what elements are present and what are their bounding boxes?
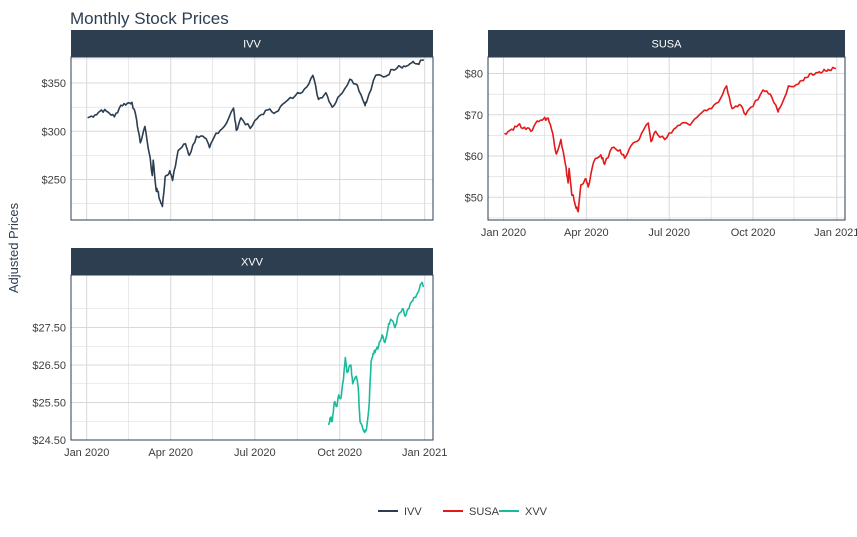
x-tick-label: Apr 2020 (148, 447, 193, 459)
y-tick-label: $25.50 (32, 398, 66, 410)
y-tick-label: $26.50 (32, 360, 66, 372)
series-line-ivv (87, 59, 424, 208)
y-tick-label: $70 (465, 110, 483, 122)
panel-susa: $50 $60 $70 $80 Jan 2020 Apr 2020 Jul 2020 Oct … (465, 30, 857, 239)
y-tick-label: $250 (42, 174, 66, 186)
y-axis-title: Adjusted Prices (6, 202, 21, 293)
y-tick-label: $350 (42, 78, 66, 90)
plot-area (71, 275, 433, 440)
x-tick-label: Jan 2020 (481, 227, 526, 239)
x-tick-label: Oct 2020 (731, 227, 776, 239)
y-tick-label: $80 (465, 69, 483, 81)
facet-strip-label: SUSA (652, 39, 683, 51)
x-tick-label: Jan 2021 (402, 447, 447, 459)
series-line-susa (504, 66, 837, 213)
y-tick-label: $24.50 (32, 435, 66, 447)
y-tick-label: $300 (42, 126, 66, 138)
x-tick-label: Jul 2020 (234, 447, 276, 459)
facet-strip-xvv (71, 248, 433, 275)
x-tick-label: Oct 2020 (317, 447, 362, 459)
facet-panels: $250 $300 $350 IVV $50 $60 $70 $80 Jan 2020 Apr 2… (32, 30, 857, 459)
plot-area (71, 57, 433, 220)
facet-strip-ivv (71, 30, 433, 57)
x-tick-label: Jan 2020 (64, 447, 109, 459)
y-tick-label: $27.50 (32, 323, 66, 335)
legend-label: IVV (404, 506, 422, 518)
legend: IVV SUSA XVV (378, 506, 548, 518)
x-tick-label: Apr 2020 (564, 227, 609, 239)
panel-xvv: $24.50 $25.50 $26.50 $27.50 Jan 2020 Apr 2020… (32, 248, 447, 459)
series-line-xvv (327, 281, 425, 434)
legend-label: XVV (525, 506, 548, 518)
x-tick-label: Jul 2020 (648, 227, 690, 239)
chart-title: Monthly Stock Prices (70, 9, 229, 28)
x-tick-label: Jan 2021 (814, 227, 857, 239)
y-tick-label: $50 (465, 192, 483, 204)
y-tick-label: $60 (465, 151, 483, 163)
facet-strip-label: IVV (243, 39, 261, 51)
facet-strip-label: XVV (241, 257, 264, 269)
panel-ivv: $250 $300 $350 IVV (42, 30, 434, 221)
legend-label: SUSA (469, 506, 500, 518)
facet-strip-susa (488, 30, 845, 57)
